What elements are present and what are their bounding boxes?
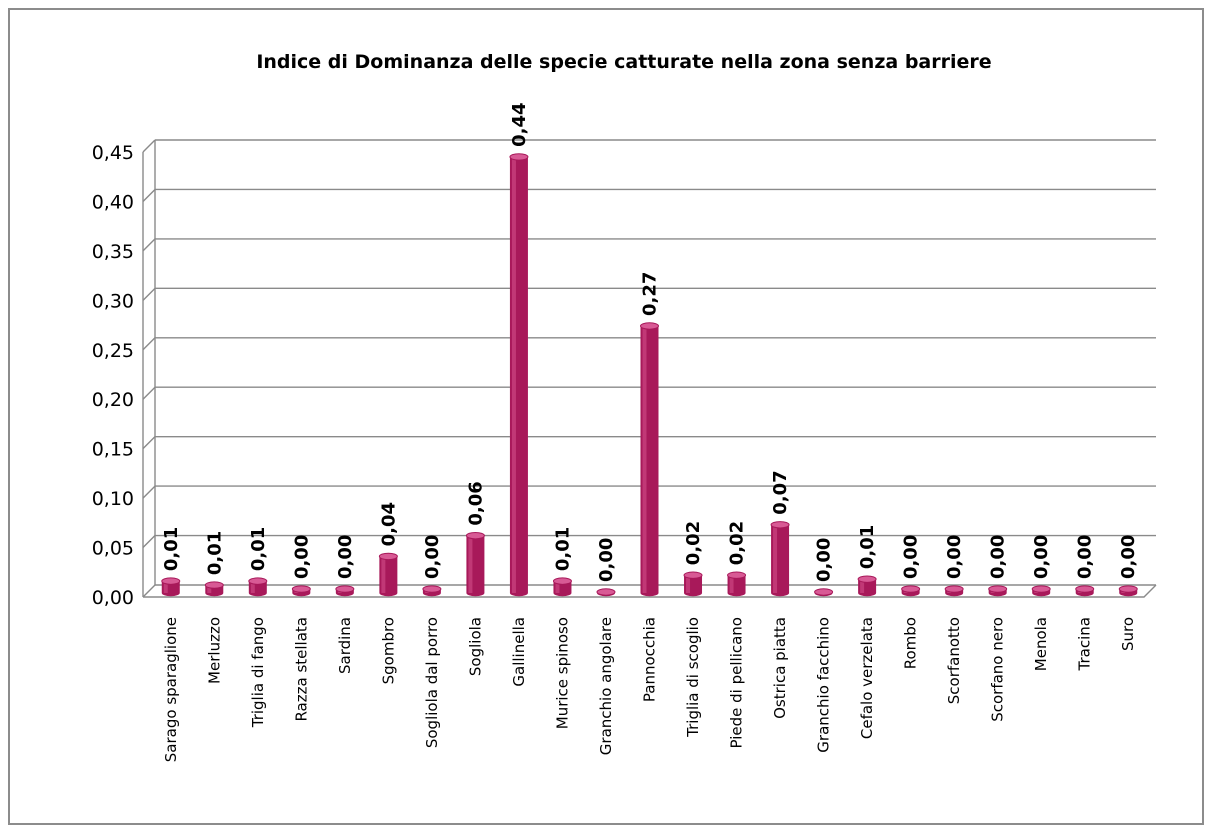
y-tick-label: 0,30 [92, 290, 134, 312]
data-label: 0,06 [465, 481, 486, 525]
bar [161, 577, 181, 597]
category-label: Sarago sparaglione [162, 617, 180, 762]
bar [465, 531, 485, 597]
category-label: Cefalo verzelata [858, 617, 876, 739]
data-label: 0,00 [596, 538, 617, 582]
gridline-side [142, 337, 156, 351]
bar [1118, 585, 1138, 597]
data-label: 0,01 [204, 531, 225, 575]
gridline-side [142, 485, 156, 499]
category-labels: Sarago sparaglione Merluzzo Triglia di fan… [162, 617, 1137, 762]
gridline-side [142, 287, 156, 301]
bar [683, 571, 703, 597]
category-label: Suro [1119, 617, 1137, 651]
category-label: Gallinella [510, 617, 528, 687]
bar [509, 153, 529, 597]
y-tick-label: 0,05 [92, 538, 134, 560]
category-label: Sogliola [466, 617, 484, 676]
data-label: 0,04 [378, 502, 399, 546]
bar [596, 588, 616, 597]
bar [378, 552, 398, 597]
category-label: Murice spinoso [553, 617, 571, 729]
bar [291, 585, 311, 597]
data-label: 0,01 [248, 527, 269, 571]
category-label: Pannocchia [641, 617, 659, 702]
category-label: Granchio angolare [597, 617, 615, 755]
bar [988, 585, 1008, 597]
data-label: 0,27 [640, 272, 661, 316]
axes [142, 140, 1157, 598]
data-label: 0,00 [1075, 535, 1096, 579]
y-tick-label: 0,20 [92, 389, 134, 411]
data-label: 0,00 [814, 538, 835, 582]
category-label: Piede di pellicano [728, 617, 746, 748]
data-label: 0,02 [683, 521, 704, 565]
category-label: Merluzzo [205, 617, 223, 684]
category-label: Scorfano nero [989, 617, 1007, 722]
bar [857, 575, 877, 597]
y-tick-label: 0,15 [92, 439, 134, 461]
bar [944, 585, 964, 597]
bar [552, 577, 572, 597]
bar [901, 585, 921, 597]
gridline-side [142, 238, 156, 252]
data-label: 0,02 [727, 521, 748, 565]
bar [727, 571, 747, 597]
bar [1075, 585, 1095, 597]
data-label: 0,00 [901, 535, 922, 579]
y-tick-label: 0,45 [92, 142, 134, 164]
bar [814, 588, 834, 597]
category-label: Sardina [336, 617, 354, 674]
category-label: Granchio facchino [815, 617, 833, 753]
data-labels: 0,01 0,01 0,01 0,00 0,00 0,04 0,00 0,06 0,44 0,01… [161, 102, 1139, 582]
category-label: Menola [1032, 617, 1050, 671]
y-tick-label: 0,25 [92, 340, 134, 362]
data-label: 0,07 [770, 470, 791, 514]
chart-title: Indice di Dominanza delle specie cattura… [256, 51, 991, 73]
bar [1031, 585, 1051, 597]
bars [161, 153, 1138, 597]
data-label: 0,00 [291, 535, 312, 579]
gridline-side [142, 436, 156, 450]
category-label: Ostrica piatta [771, 617, 789, 719]
data-label: 0,44 [509, 102, 530, 146]
y-tick-labels: 0,00 0,05 0,10 0,15 0,20 0,25 0,30 0,35 0,40 0,45 [92, 142, 134, 609]
category-label: Razza stellata [292, 617, 310, 722]
gridline-side [142, 584, 156, 598]
chart-frame [8, 8, 1204, 825]
x-axis [143, 584, 1157, 598]
data-label: 0,01 [857, 525, 878, 569]
gridline-side [142, 139, 156, 153]
data-label: 0,00 [988, 535, 1009, 579]
y-tick-label: 0,10 [92, 488, 134, 510]
y-tick-label: 0,40 [92, 191, 134, 213]
bar [422, 585, 442, 597]
category-label: Rombo [902, 617, 920, 669]
category-label: Tracina [1076, 617, 1094, 671]
data-label: 0,00 [335, 535, 356, 579]
category-label: Scorfanotto [945, 617, 963, 704]
bar [770, 521, 790, 597]
y-tick-label: 0,00 [92, 587, 134, 609]
bar [248, 577, 268, 597]
category-label: Triglia di fango [249, 617, 267, 728]
data-label: 0,00 [1031, 535, 1052, 579]
y-tick-label: 0,35 [92, 241, 134, 263]
data-label: 0,01 [161, 527, 182, 571]
data-label: 0,00 [422, 535, 443, 579]
data-label: 0,00 [944, 535, 965, 579]
bar [640, 322, 659, 597]
data-label: 0,01 [552, 527, 573, 571]
category-label: Triglia di scoglio [684, 617, 702, 738]
data-label: 0,00 [1118, 535, 1139, 579]
gridline-side [142, 535, 156, 549]
category-label: Sgombro [379, 617, 397, 684]
gridline-side [142, 188, 156, 202]
gridline-side [142, 386, 156, 400]
category-label: Sogliola dal porro [423, 617, 441, 748]
bar [335, 585, 355, 597]
bar [204, 581, 224, 597]
